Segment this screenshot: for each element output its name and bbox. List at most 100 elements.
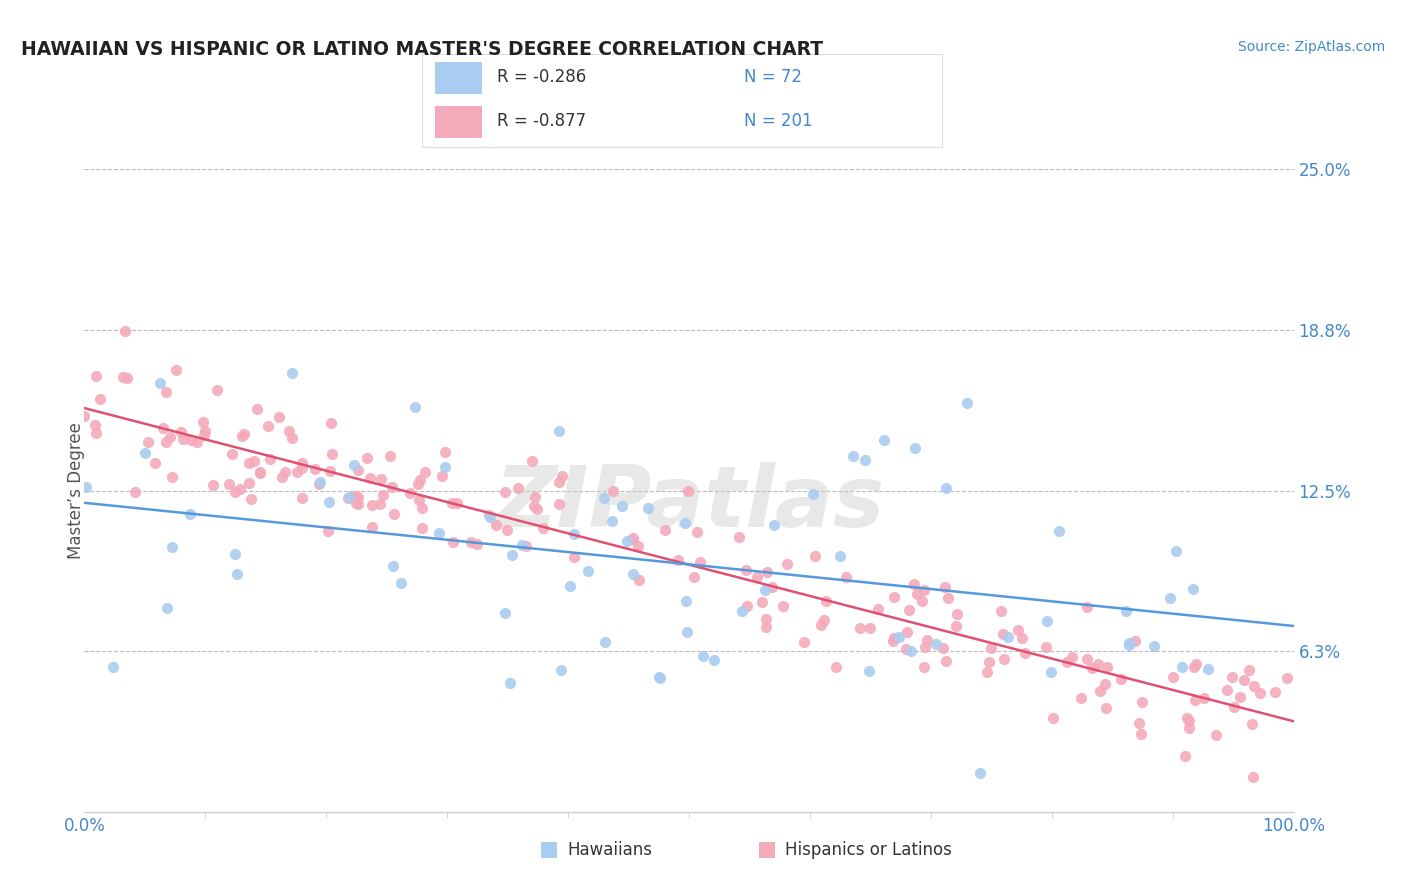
Point [291, 491, 314, 505]
Point [853, 453, 876, 467]
Point [111, 369, 134, 384]
Point [576, 564, 599, 578]
Point [477, 508, 499, 523]
Point [180, 434, 202, 448]
Point [285, 465, 308, 479]
Point [849, 621, 872, 635]
Text: Hawaiians: Hawaiians [567, 841, 652, 859]
Point [627, 539, 650, 553]
FancyBboxPatch shape [434, 106, 482, 138]
Point [337, 490, 360, 504]
Point [1275, 671, 1298, 685]
Point [1216, 682, 1239, 697]
Point [224, 484, 246, 499]
Point [73, 409, 96, 423]
Point [883, 590, 905, 604]
Point [360, 498, 382, 512]
Point [89, 392, 111, 407]
Point [257, 418, 280, 433]
Point [510, 538, 533, 552]
Point [155, 385, 177, 400]
Point [1197, 662, 1219, 676]
Point [271, 470, 294, 484]
Point [346, 490, 368, 504]
Point [1060, 649, 1083, 664]
Point [434, 444, 457, 458]
Point [291, 456, 314, 470]
Point [990, 604, 1012, 618]
Point [233, 427, 256, 442]
Point [562, 526, 585, 541]
Point [804, 549, 827, 563]
Point [281, 431, 304, 445]
Point [347, 497, 370, 511]
Point [1047, 524, 1070, 538]
Point [229, 482, 252, 496]
Text: Source: ZipAtlas.com: Source: ZipAtlas.com [1237, 40, 1385, 54]
Point [526, 501, 548, 516]
Point [882, 634, 904, 648]
Point [406, 477, 429, 491]
Point [1094, 677, 1116, 691]
Point [1007, 623, 1029, 637]
Point [485, 517, 508, 532]
Point [501, 548, 523, 562]
Point [1164, 543, 1187, 558]
Point [356, 451, 378, 466]
Point [1035, 640, 1057, 655]
Point [1076, 652, 1098, 666]
Point [143, 456, 166, 470]
Point [278, 424, 301, 438]
Point [731, 604, 754, 618]
Point [550, 663, 572, 677]
Point [370, 472, 392, 486]
Point [304, 462, 326, 476]
Point [828, 549, 851, 564]
Point [344, 496, 367, 510]
Point [1011, 631, 1033, 645]
Point [969, 766, 991, 780]
Point [440, 496, 463, 510]
Point [1014, 646, 1036, 660]
Point [409, 473, 432, 487]
Point [997, 630, 1019, 644]
Point [763, 518, 786, 533]
Point [115, 371, 138, 385]
Point [246, 401, 269, 416]
Point [114, 324, 136, 338]
Point [399, 485, 422, 500]
Point [593, 635, 616, 649]
Point [1177, 711, 1199, 725]
Point [993, 651, 1015, 665]
Point [224, 547, 246, 561]
Point [1249, 686, 1271, 700]
Point [734, 563, 756, 577]
Point [172, 432, 194, 446]
Point [883, 631, 905, 645]
Point [84, 425, 107, 440]
Point [427, 526, 450, 541]
Point [291, 460, 314, 475]
Point [1129, 726, 1152, 740]
Point [1184, 657, 1206, 671]
Point [218, 477, 240, 491]
Point [380, 449, 402, 463]
Point [637, 501, 659, 516]
Point [1177, 721, 1199, 735]
Point [1233, 673, 1256, 687]
Point [675, 593, 697, 607]
Point [1220, 670, 1243, 684]
Y-axis label: Master’s Degree: Master’s Degree [67, 422, 84, 559]
Point [772, 599, 794, 614]
Point [1205, 728, 1227, 742]
Point [675, 625, 697, 640]
Point [924, 637, 946, 651]
Point [654, 523, 676, 537]
Text: HAWAIIAN VS HISPANIC OR LATINO MASTER'S DEGREE CORRELATION CHART: HAWAIIAN VS HISPANIC OR LATINO MASTER'S … [21, 40, 824, 59]
Point [499, 676, 522, 690]
Point [564, 549, 586, 564]
Point [1042, 711, 1064, 725]
Point [915, 633, 938, 648]
Point [935, 481, 957, 495]
Text: Hispanics or Latinos: Hispanics or Latinos [785, 841, 952, 859]
